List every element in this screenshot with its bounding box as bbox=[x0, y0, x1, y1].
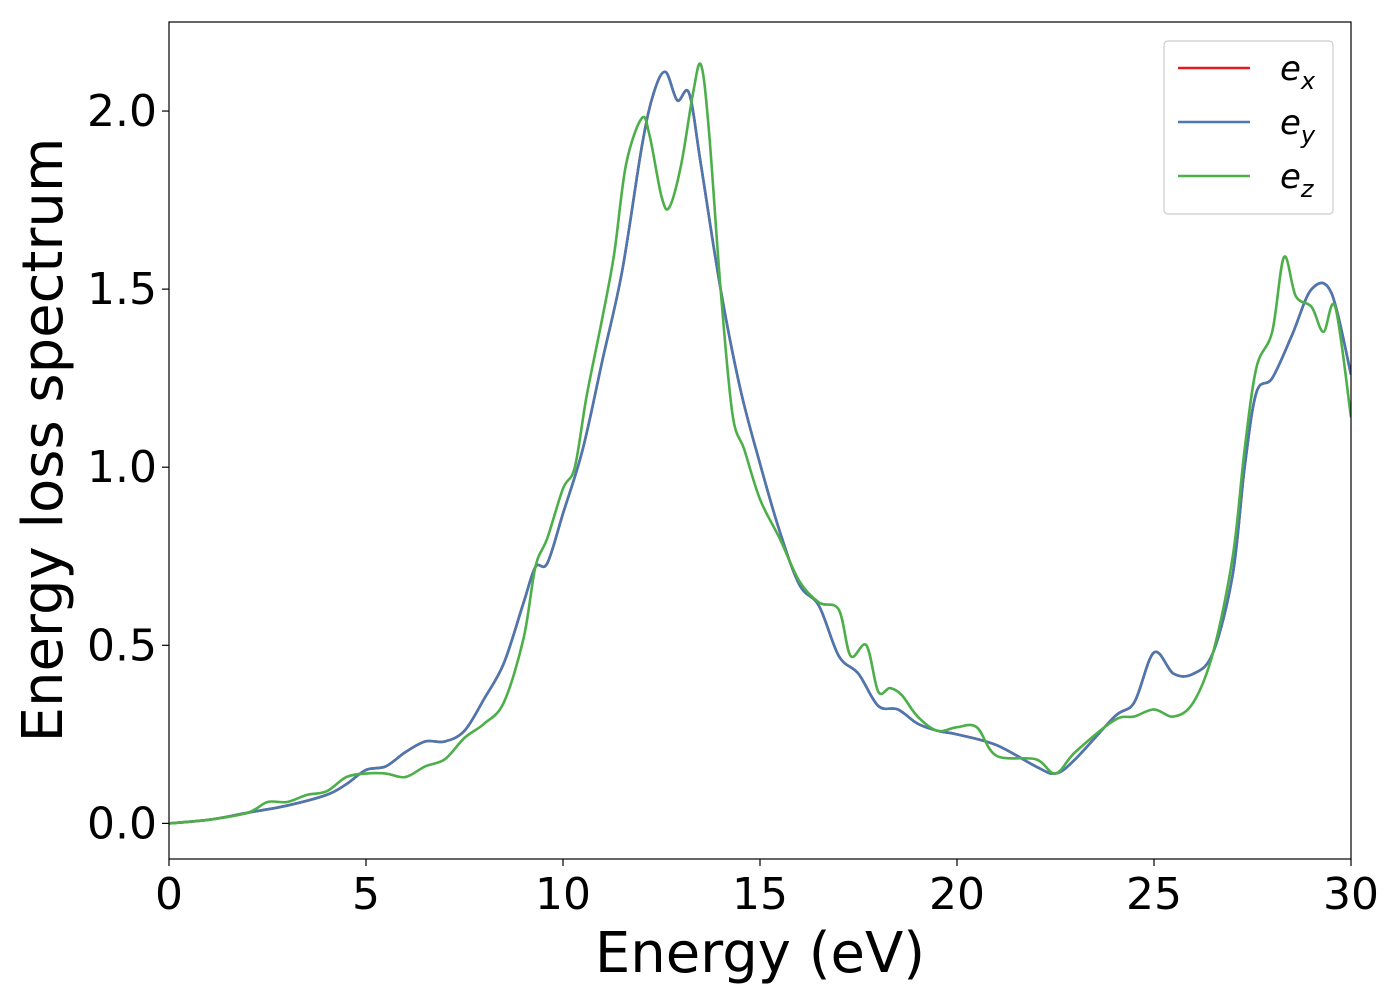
x-tick-label: 15 bbox=[732, 869, 788, 920]
x-tick-label: 30 bbox=[1323, 869, 1379, 920]
y-axis-title: Energy loss spectrum bbox=[11, 138, 76, 743]
y-tick-label: 2.0 bbox=[87, 86, 157, 137]
legend: ex ey ez bbox=[1163, 40, 1334, 215]
y-axis-ticks: 0.0 0.5 1.0 1.5 2.0 bbox=[87, 86, 169, 849]
y-tick-label: 1.5 bbox=[87, 264, 157, 315]
legend-label-ez: ez bbox=[1280, 157, 1315, 203]
x-axis-ticks: 0 5 10 15 20 25 30 bbox=[155, 859, 1379, 920]
series-line-ey bbox=[169, 70, 1351, 825]
legend-label-ey: ey bbox=[1280, 103, 1316, 149]
x-axis-title: Energy (eV) bbox=[595, 921, 925, 986]
legend-frame bbox=[1163, 40, 1334, 215]
y-tick-label: 1.0 bbox=[87, 442, 157, 493]
x-tick-label: 10 bbox=[535, 869, 591, 920]
series-line-ez bbox=[169, 62, 1351, 825]
x-tick-label: 25 bbox=[1126, 869, 1182, 920]
x-tick-label: 0 bbox=[155, 869, 183, 920]
x-tick-label: 5 bbox=[352, 869, 380, 920]
series-lines bbox=[169, 62, 1351, 825]
y-tick-label: 0.5 bbox=[87, 620, 157, 671]
x-tick-label: 20 bbox=[929, 869, 985, 920]
legend-label-ex: ex bbox=[1280, 49, 1316, 95]
y-tick-label: 0.0 bbox=[87, 798, 157, 849]
